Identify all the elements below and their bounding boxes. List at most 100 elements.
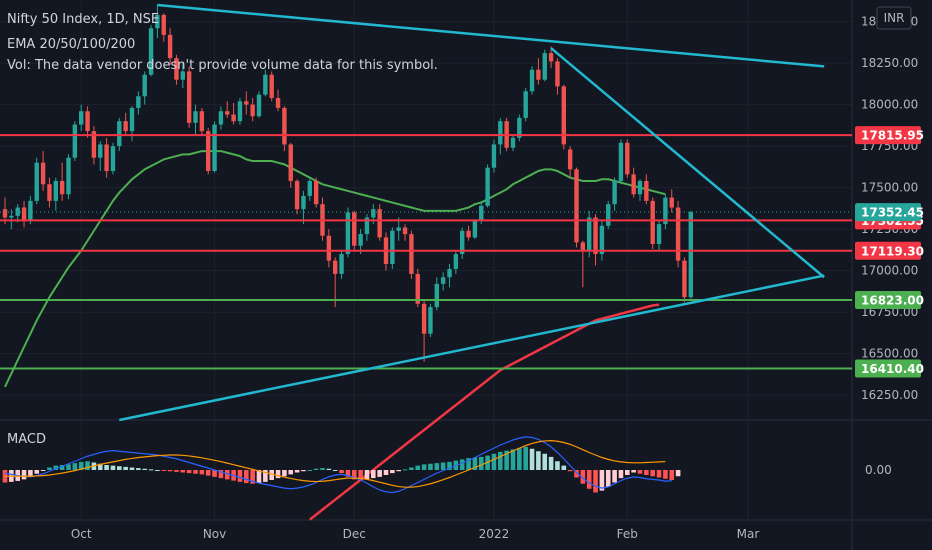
- macd-histogram-bar: [504, 450, 509, 470]
- macd-histogram-bar: [212, 470, 217, 477]
- candle-body: [155, 14, 160, 29]
- macd-pane: [2, 436, 681, 494]
- macd-histogram-bar: [244, 470, 249, 484]
- macd-histogram-bar: [548, 456, 554, 470]
- macd-histogram-bar: [275, 470, 281, 479]
- macd-histogram-bar: [510, 449, 516, 470]
- resistance-price-badge: 17119.30: [861, 244, 924, 258]
- macd-histogram-bar: [517, 448, 522, 470]
- macd-histogram-bar: [675, 470, 681, 477]
- trendline: [550, 47, 825, 279]
- macd-histogram-bar: [396, 470, 401, 472]
- macd-histogram-bar: [313, 468, 319, 470]
- candle-body: [98, 144, 103, 158]
- macd-histogram-bar: [78, 461, 84, 470]
- y-tick-label: 16250.00: [861, 388, 918, 402]
- macd-histogram-bar: [53, 465, 59, 470]
- candle-body: [396, 227, 401, 231]
- y-tick-label: 17500.00: [861, 181, 918, 195]
- candle-body: [34, 162, 39, 201]
- candle-body: [333, 260, 338, 274]
- candle-body: [669, 197, 674, 208]
- candle-body: [618, 142, 624, 181]
- macd-histogram-bar: [282, 470, 287, 477]
- ema-legend: EMA 20/50/100/200: [7, 37, 135, 52]
- candle-body: [485, 167, 490, 206]
- candle-body: [580, 242, 586, 251]
- macd-histogram-bar: [644, 470, 649, 475]
- candle-body: [352, 212, 357, 246]
- candle-body: [313, 180, 319, 205]
- candle-body: [206, 131, 211, 171]
- x-tick-label: 2022: [479, 527, 510, 541]
- candle-body: [377, 209, 382, 238]
- y-tick-label: 18250.00: [861, 56, 918, 70]
- macd-histogram-bar: [669, 470, 675, 480]
- resistance-price-badge-bg: [855, 241, 921, 260]
- macd-histogram-bar: [599, 470, 605, 491]
- macd-histogram-bar: [256, 470, 262, 484]
- macd-histogram-bar: [390, 470, 395, 474]
- candle-body: [440, 277, 446, 284]
- candle-body: [244, 101, 249, 105]
- macd-histogram-bar: [155, 470, 160, 471]
- candle-body: [307, 180, 312, 196]
- candle-body: [517, 117, 522, 138]
- support-price-badge-bg: [855, 359, 921, 378]
- macd-histogram-bar: [631, 470, 636, 473]
- candle-body: [466, 230, 471, 238]
- macd-histogram-bar: [383, 470, 389, 475]
- macd-histogram-bar: [345, 470, 351, 477]
- candle-body: [421, 303, 427, 334]
- candle-body: [498, 121, 503, 145]
- macd-histogram-bar: [421, 464, 427, 470]
- macd-histogram-bar: [478, 456, 484, 470]
- candle-body: [294, 180, 300, 210]
- resistance-price-badge-bg: [855, 126, 921, 145]
- macd-histogram-bar: [301, 470, 306, 472]
- candle-body: [123, 121, 128, 132]
- volume-note: Vol: The data vendor doesn't provide vol…: [7, 58, 438, 73]
- macd-histogram-bar: [637, 470, 643, 474]
- macd-histogram-bar: [40, 470, 46, 471]
- currency-button[interactable]: INR: [876, 6, 912, 30]
- candle-body: [40, 162, 46, 185]
- candle-body: [2, 209, 8, 218]
- candle-body: [72, 124, 78, 158]
- candle-body: [167, 34, 173, 59]
- candle-body: [326, 235, 332, 261]
- candle-body: [428, 307, 433, 334]
- resistance-price-badge: 17815.95: [861, 129, 924, 143]
- macd-histogram-bar: [110, 465, 116, 470]
- price-badges: 17815.9517302.5517119.3016823.0016410.40…: [855, 126, 924, 378]
- axes: 16250.0016500.0016750.0017000.0017250.00…: [71, 15, 918, 541]
- x-tick-label: Dec: [343, 527, 366, 541]
- macd-histogram-bar: [148, 469, 154, 471]
- candle-body: [15, 207, 20, 216]
- candle-body: [339, 254, 344, 274]
- macd-histogram-bar: [466, 458, 471, 470]
- candle-body: [263, 74, 268, 95]
- candle-body: [28, 200, 33, 221]
- candle-body: [536, 69, 541, 80]
- candle-body: [288, 144, 293, 181]
- macd-histogram-bar: [167, 470, 173, 472]
- macd-histogram-bar: [218, 470, 224, 479]
- macd-histogram-bar: [409, 467, 414, 470]
- x-tick-label: Mar: [737, 527, 760, 541]
- candle-body: [650, 200, 655, 245]
- macd-histogram-bar: [523, 446, 528, 470]
- candle-body: [142, 74, 147, 97]
- candle-body: [561, 86, 566, 145]
- candle-body: [174, 58, 179, 80]
- candle-body: [593, 217, 598, 254]
- macd-histogram-bar: [459, 459, 465, 470]
- candle-body: [644, 180, 649, 201]
- candle-body: [548, 53, 554, 62]
- support-price-badge: 16823.00: [861, 293, 924, 307]
- macd-histogram-bar: [434, 463, 440, 470]
- candle-body: [364, 217, 370, 235]
